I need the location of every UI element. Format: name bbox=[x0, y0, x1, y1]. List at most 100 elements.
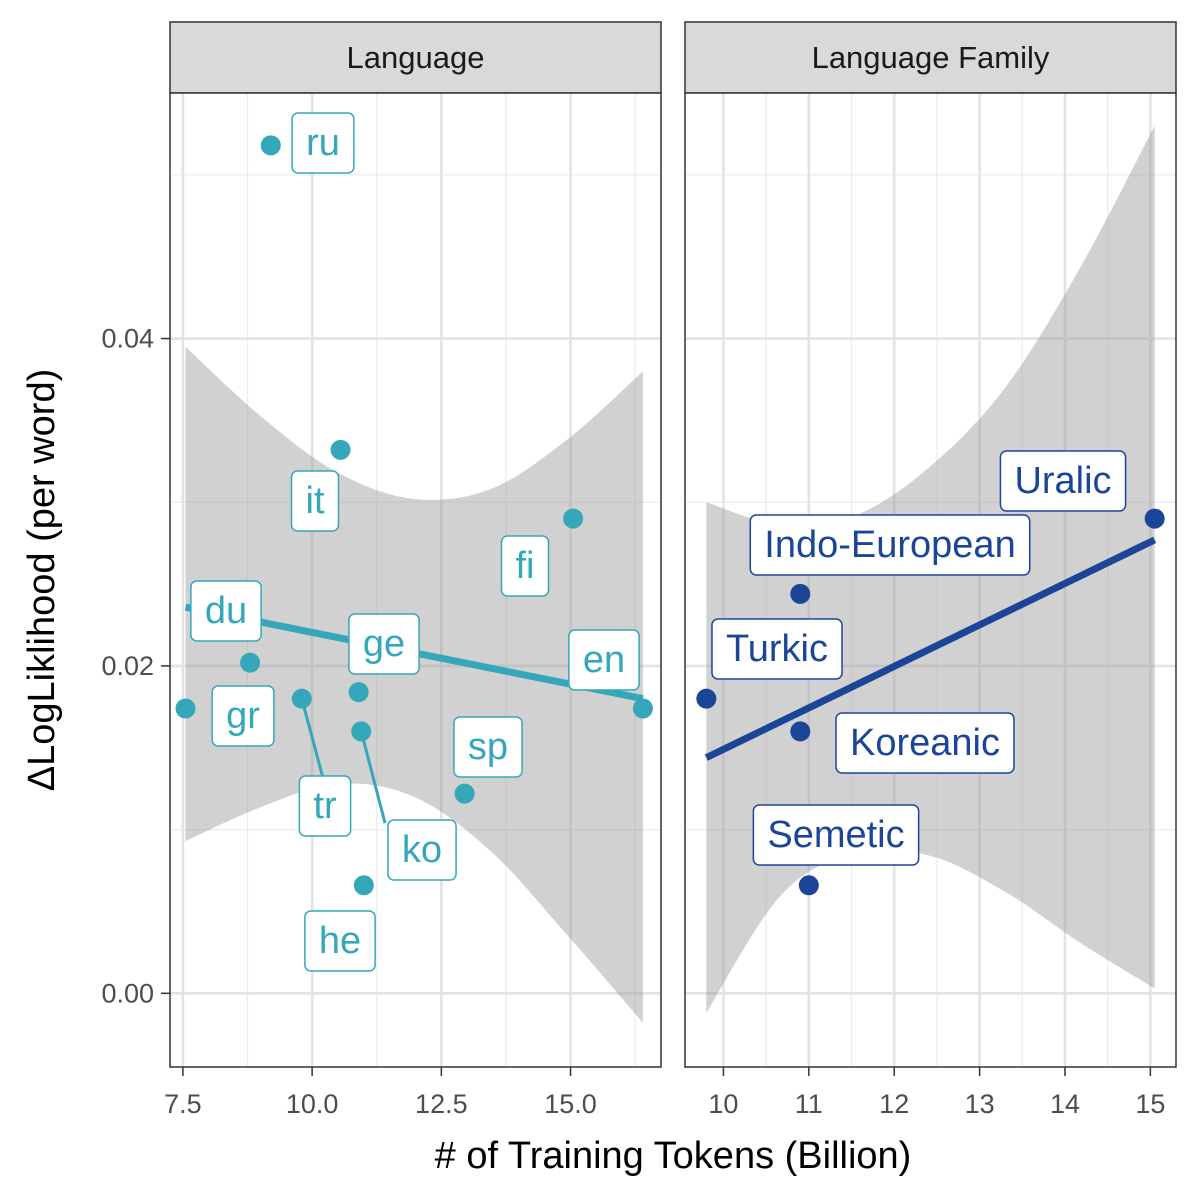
grid-language-family bbox=[685, 93, 1176, 1067]
label-text-semetic: Semetic bbox=[767, 814, 904, 856]
label-text-koreanic: Koreanic bbox=[850, 722, 1000, 764]
x-axis-title: # of Training Tokens (Billion) bbox=[435, 1135, 912, 1177]
label-connectors-language bbox=[300, 698, 387, 824]
label-box-ko bbox=[387, 819, 457, 881]
label-text-sp: sp bbox=[468, 726, 508, 768]
x-tick-label-language: 7.5 bbox=[164, 1089, 202, 1119]
y-axis: 0.00 0.02 0.04 bbox=[101, 324, 170, 1008]
label-du: du bbox=[190, 580, 262, 642]
label-connector-ko bbox=[359, 731, 387, 824]
point-ko bbox=[351, 721, 372, 742]
label-box-fi bbox=[500, 535, 550, 597]
label-text-indo-european: Indo-European bbox=[764, 524, 1015, 566]
point-en bbox=[632, 698, 653, 719]
label-fi: fi bbox=[500, 535, 550, 597]
label-box-turkic bbox=[711, 618, 843, 680]
point-koreanic bbox=[790, 721, 811, 742]
x-tick-label-language-family: 13 bbox=[965, 1089, 995, 1119]
point-fi bbox=[563, 508, 584, 529]
x-tick-label-language-family: 14 bbox=[1050, 1089, 1080, 1119]
label-ru: ru bbox=[291, 112, 355, 174]
strip-title-language: Language bbox=[347, 40, 485, 75]
label-text-he: he bbox=[319, 920, 361, 962]
panel-border-language-family bbox=[684, 92, 1177, 1068]
y-axis-title: ΔLogLiklihood (per word) bbox=[21, 369, 63, 792]
label-en: en bbox=[568, 629, 640, 691]
x-tick-label-language: 12.5 bbox=[415, 1089, 468, 1119]
point-it bbox=[330, 439, 351, 460]
panel-background-language bbox=[170, 93, 661, 1067]
y-tick-label: 0.02 bbox=[101, 651, 154, 681]
label-text-gr: gr bbox=[226, 695, 260, 737]
label-gr: gr bbox=[211, 685, 275, 747]
panel-language-family: Language Family Uralic Indo-European Turki… bbox=[684, 21, 1177, 1119]
label-it: it bbox=[290, 470, 340, 532]
label-box-uralic bbox=[999, 450, 1127, 512]
y-tick-label: 0.04 bbox=[101, 324, 154, 354]
label-text-fi: fi bbox=[516, 545, 535, 587]
point-indo-european bbox=[790, 583, 811, 604]
y-tick-label: 0.00 bbox=[101, 978, 154, 1008]
points-language bbox=[175, 135, 653, 896]
label-text-ru: ru bbox=[306, 122, 340, 164]
strip-title-language-family: Language Family bbox=[812, 40, 1050, 75]
point-sp bbox=[454, 783, 475, 804]
x-tick-label-language: 10.0 bbox=[286, 1089, 339, 1119]
point-semetic bbox=[798, 875, 819, 896]
label-text-en: en bbox=[583, 639, 625, 681]
label-box-tr bbox=[298, 775, 352, 837]
label-koreanic: Koreanic bbox=[835, 712, 1015, 774]
label-box-sp bbox=[453, 716, 523, 778]
label-text-uralic: Uralic bbox=[1014, 460, 1111, 502]
label-box-he bbox=[304, 910, 376, 972]
panel-background-language-family bbox=[685, 93, 1176, 1067]
panel-language: Language ru it fi du ge en gr tr ko sp he 7.5 10.0 1… bbox=[164, 21, 662, 1119]
label-box-indo-european bbox=[749, 514, 1031, 576]
label-box-gr bbox=[211, 685, 275, 747]
label-box-en bbox=[568, 629, 640, 691]
label-text-tr: tr bbox=[313, 785, 337, 827]
label-ko: ko bbox=[387, 819, 457, 881]
strip-language-family bbox=[684, 21, 1177, 94]
panel-border-language bbox=[169, 92, 662, 1068]
label-uralic: Uralic bbox=[999, 450, 1127, 512]
label-ge: ge bbox=[348, 613, 420, 675]
label-text-turkic: Turkic bbox=[726, 628, 828, 670]
point-labels-language-family: Uralic Indo-European Turkic Koreanic Semetic bbox=[711, 450, 1127, 866]
point-uralic bbox=[1144, 508, 1165, 529]
x-ticks-language-family: 10 11 12 13 14 15 bbox=[708, 1067, 1165, 1119]
label-connector-tr bbox=[300, 698, 325, 779]
label-box-du bbox=[190, 580, 262, 642]
point-turkic bbox=[696, 688, 717, 709]
label-text-it: it bbox=[306, 480, 325, 522]
x-tick-label-language: 15.0 bbox=[544, 1089, 597, 1119]
x-tick-label-language-family: 15 bbox=[1135, 1089, 1165, 1119]
point-gr bbox=[175, 698, 196, 719]
x-tick-label-language-family: 12 bbox=[879, 1089, 909, 1119]
x-tick-label-language-family: 11 bbox=[795, 1089, 823, 1119]
x-ticks-language: 7.5 10.0 12.5 15.0 bbox=[164, 1067, 597, 1119]
label-sp: sp bbox=[453, 716, 523, 778]
label-text-ge: ge bbox=[363, 623, 405, 665]
x-tick-label-language-family: 10 bbox=[708, 1089, 738, 1119]
label-indo-european: Indo-European bbox=[749, 514, 1031, 576]
label-text-ko: ko bbox=[402, 829, 442, 871]
label-box-ge bbox=[348, 613, 420, 675]
points-language-family bbox=[696, 508, 1165, 896]
strip-language bbox=[169, 21, 662, 94]
label-turkic: Turkic bbox=[711, 618, 843, 680]
label-box-koreanic bbox=[835, 712, 1015, 774]
label-box-ru bbox=[291, 112, 355, 174]
label-box-it bbox=[290, 470, 340, 532]
point-ru bbox=[260, 135, 281, 156]
point-tr bbox=[291, 688, 312, 709]
label-box-semetic bbox=[752, 804, 920, 866]
label-he: he bbox=[304, 910, 376, 972]
label-semetic: Semetic bbox=[752, 804, 920, 866]
trend-line-language-family bbox=[704, 536, 1157, 761]
label-tr: tr bbox=[298, 775, 352, 837]
grid-language bbox=[170, 93, 661, 1067]
point-ge bbox=[348, 682, 369, 703]
point-du bbox=[240, 652, 261, 673]
